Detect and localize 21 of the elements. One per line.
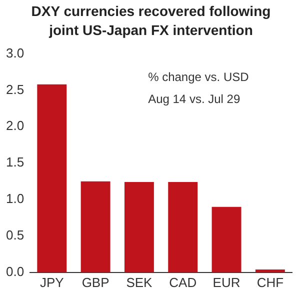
annotation: Aug 14 vs. Jul 29 [148,92,240,106]
bar [168,182,198,272]
chart-title: DXY currencies recovered following joint US-Japan FX intervention [30,2,272,40]
bar [124,182,154,272]
y-tick-label: 1.5 [6,154,24,170]
bar [37,84,67,272]
x-tick-label: CHF [256,274,284,290]
bar [80,181,110,272]
y-tick-label: 1.0 [6,191,24,206]
annotation: % change vs. USD [148,70,250,84]
x-tick-label: GBP [82,274,110,290]
x-tick-label: EUR [212,274,240,290]
x-tick-label: CAD [169,274,197,290]
y-tick-label: 0.0 [6,264,24,279]
bar [212,206,242,272]
y-tick-label: 3.0 [6,45,24,60]
y-tick-label: 2.0 [6,118,24,134]
x-tick-label: JPY [40,274,64,290]
y-tick-label: 0.5 [6,228,24,243]
y-tick-label: 2.5 [6,82,24,97]
x-tick-label: SEK [126,274,153,290]
